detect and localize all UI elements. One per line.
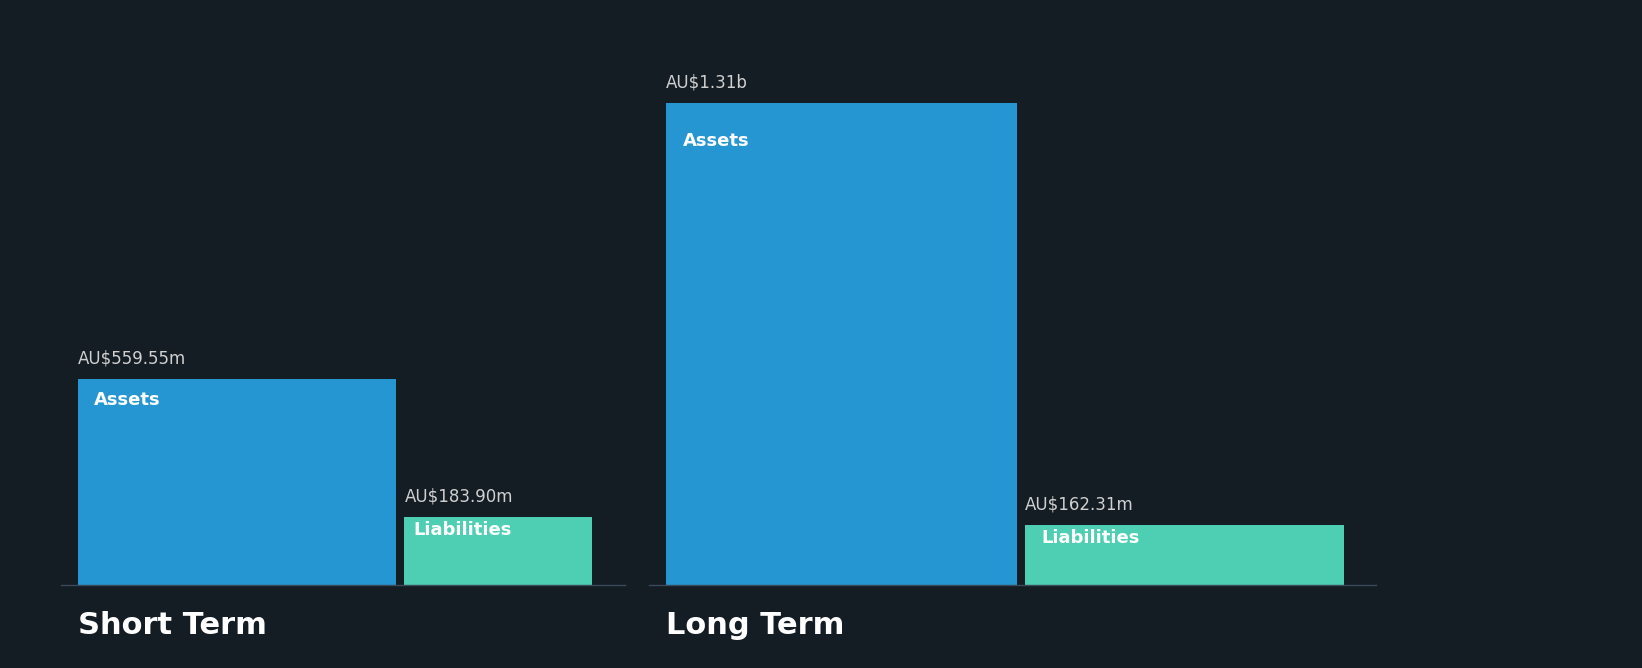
- Text: Assets: Assets: [94, 391, 161, 409]
- Text: AU$162.31m: AU$162.31m: [1025, 495, 1135, 513]
- Text: AU$559.55m: AU$559.55m: [77, 349, 186, 367]
- FancyBboxPatch shape: [77, 379, 396, 584]
- Text: Short Term: Short Term: [77, 611, 266, 640]
- Text: Liabilities: Liabilities: [414, 521, 512, 539]
- FancyBboxPatch shape: [404, 517, 593, 584]
- Text: Assets: Assets: [683, 132, 750, 150]
- Text: AU$1.31b: AU$1.31b: [665, 73, 747, 92]
- Text: AU$183.90m: AU$183.90m: [404, 487, 512, 505]
- Text: Long Term: Long Term: [665, 611, 844, 640]
- FancyBboxPatch shape: [1025, 525, 1343, 584]
- FancyBboxPatch shape: [665, 103, 1016, 584]
- Text: Liabilities: Liabilities: [1041, 528, 1140, 546]
